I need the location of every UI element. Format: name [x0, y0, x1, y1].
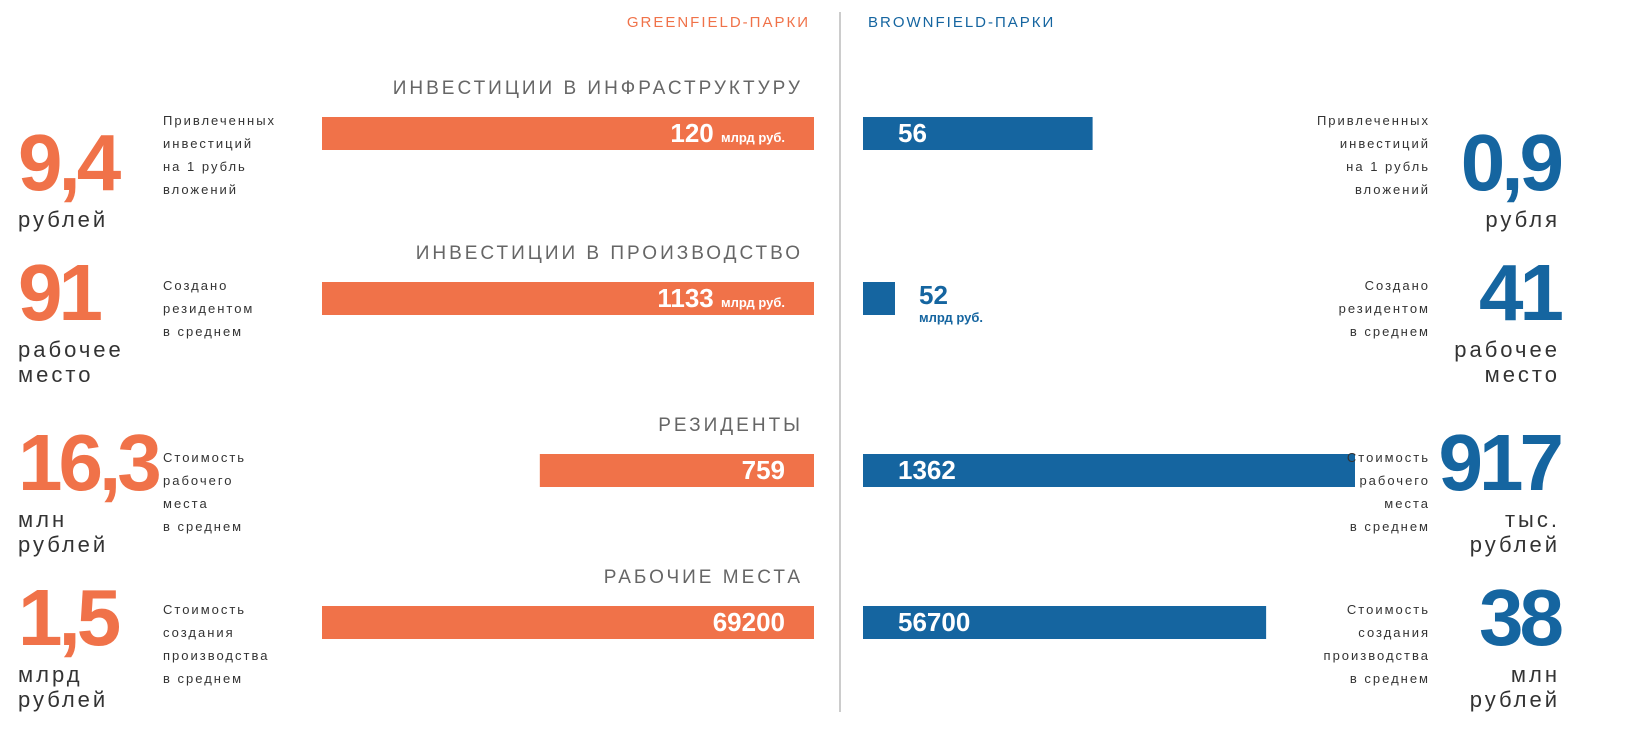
section-title: РАБОЧИЕ МЕСТА	[604, 567, 803, 588]
stat-unit: млн	[1511, 662, 1560, 687]
stat-caption: вложений	[163, 182, 238, 197]
big-number: 16,3	[18, 418, 159, 507]
green-unit: млрд руб.	[721, 130, 785, 145]
section-title: РЕЗИДЕНТЫ	[658, 415, 803, 436]
green-value-number: 69200	[713, 607, 785, 637]
stat-caption: создания	[1358, 625, 1430, 640]
stat-caption: вложений	[1355, 182, 1430, 197]
green-bar	[539, 454, 814, 487]
stat-caption: на 1 рубль	[163, 159, 247, 174]
stat-caption: Привлеченных	[1317, 113, 1430, 128]
green-value: 69200	[713, 607, 785, 637]
right-header: BROWNFIELD-ПАРКИ	[868, 14, 1055, 31]
green-value: 120 млрд руб.	[670, 118, 785, 148]
stat-unit: место	[1485, 362, 1560, 387]
stat-caption: инвестиций	[1340, 136, 1430, 151]
brown-bar	[863, 606, 1267, 639]
stat-caption: рабочего	[1359, 473, 1430, 488]
stat-unit: рублей	[18, 207, 108, 232]
green-value-number: 1133	[657, 283, 713, 313]
stat-caption: рабочего	[163, 473, 234, 488]
stat-caption: в среднем	[1350, 519, 1430, 534]
stat-caption: Стоимость	[163, 450, 246, 465]
stat-caption: производства	[163, 648, 269, 663]
big-number: 41	[1479, 248, 1562, 337]
stat-unit: млрд	[18, 662, 83, 687]
stat-caption: Стоимость	[1347, 602, 1430, 617]
left-header: GREENFIELD-ПАРКИ	[627, 14, 810, 31]
stat-caption: Стоимость	[1347, 450, 1430, 465]
stat-caption: в среднем	[1350, 671, 1430, 686]
green-bar	[322, 606, 814, 639]
green-unit: млрд руб.	[721, 295, 785, 310]
stat-unit: рублей	[18, 687, 108, 712]
green-value: 759	[742, 455, 785, 485]
stat-caption: в среднем	[1350, 324, 1430, 339]
stat-caption: резидентом	[163, 301, 254, 316]
stat-caption: в среднем	[163, 519, 243, 534]
stat-unit: рабочее	[1454, 337, 1560, 362]
brown-value: 1362	[898, 455, 956, 485]
stat-caption: места	[1384, 496, 1430, 511]
big-number: 1,5	[18, 573, 120, 662]
big-number: 91	[18, 248, 101, 337]
stat-caption: Стоимость	[163, 602, 246, 617]
brown-unit: млрд руб.	[919, 310, 983, 325]
stat-caption: резидентом	[1339, 301, 1430, 316]
green-value-number: 759	[742, 455, 785, 485]
big-number: 917	[1439, 418, 1561, 507]
stat-caption: Создано	[1365, 278, 1430, 293]
green-bar	[322, 117, 814, 150]
big-number: 38	[1479, 573, 1562, 662]
brown-bar	[863, 282, 895, 315]
stat-unit: тыс.	[1505, 507, 1560, 532]
stat-caption: инвестиций	[163, 136, 253, 151]
big-number: 9,4	[18, 118, 122, 207]
stat-caption: в среднем	[163, 324, 243, 339]
stat-unit: рублей	[1470, 532, 1560, 557]
brown-value: 52	[919, 280, 948, 310]
brown-bar	[863, 117, 1093, 150]
section-title: ИНВЕСТИЦИИ В ИНФРАСТРУКТУРУ	[393, 78, 803, 99]
stat-caption: Привлеченных	[163, 113, 276, 128]
green-value: 1133 млрд руб.	[657, 283, 785, 313]
stat-caption: в среднем	[163, 671, 243, 686]
green-value-number: 120	[670, 118, 713, 148]
stat-unit: место	[18, 362, 93, 387]
stat-caption: Создано	[163, 278, 228, 293]
stat-unit: рублей	[18, 532, 108, 557]
stat-unit: рабочее	[18, 337, 124, 362]
stat-unit: млн	[18, 507, 67, 532]
brown-value: 56	[898, 118, 927, 148]
section-title: ИНВЕСТИЦИИ В ПРОИЗВОДСТВО	[416, 243, 803, 264]
green-bar	[322, 282, 814, 315]
stat-caption: на 1 рубль	[1346, 159, 1430, 174]
brown-bar	[863, 454, 1355, 487]
stat-caption: места	[163, 496, 209, 511]
stat-caption: создания	[163, 625, 235, 640]
stat-unit: рублей	[1470, 687, 1560, 712]
stat-unit: рубля	[1485, 207, 1560, 232]
big-number: 0,9	[1461, 118, 1562, 207]
stat-caption: производства	[1324, 648, 1430, 663]
brown-value: 56700	[898, 607, 970, 637]
